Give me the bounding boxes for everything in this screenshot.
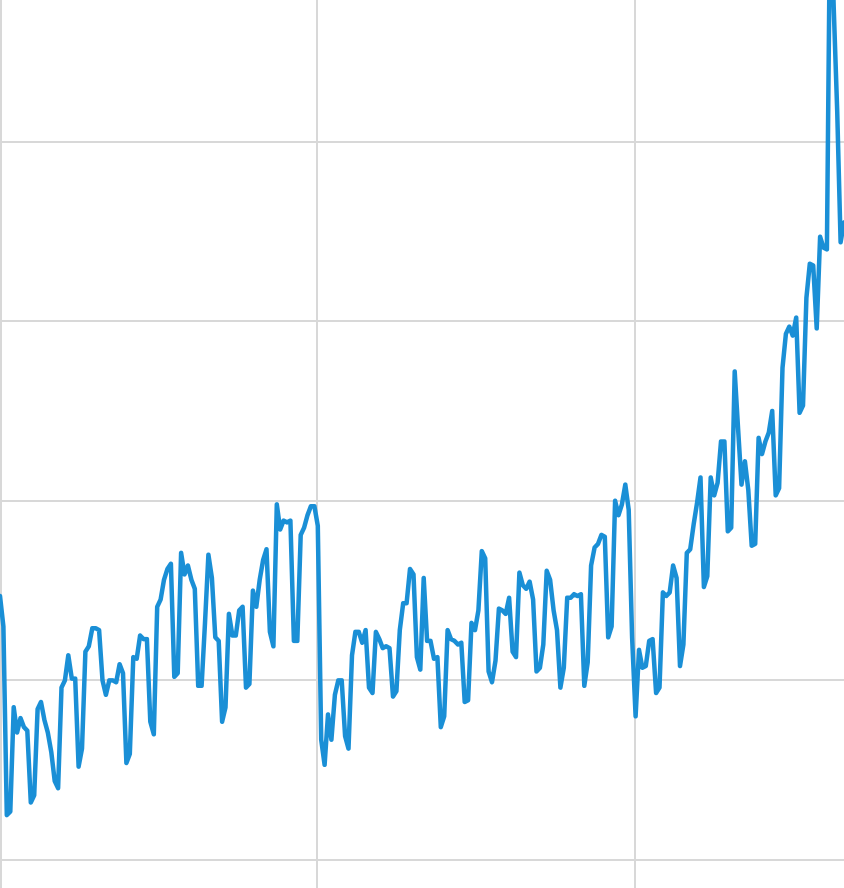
- series-line-0: [0, 0, 844, 818]
- series-layer: [0, 0, 844, 818]
